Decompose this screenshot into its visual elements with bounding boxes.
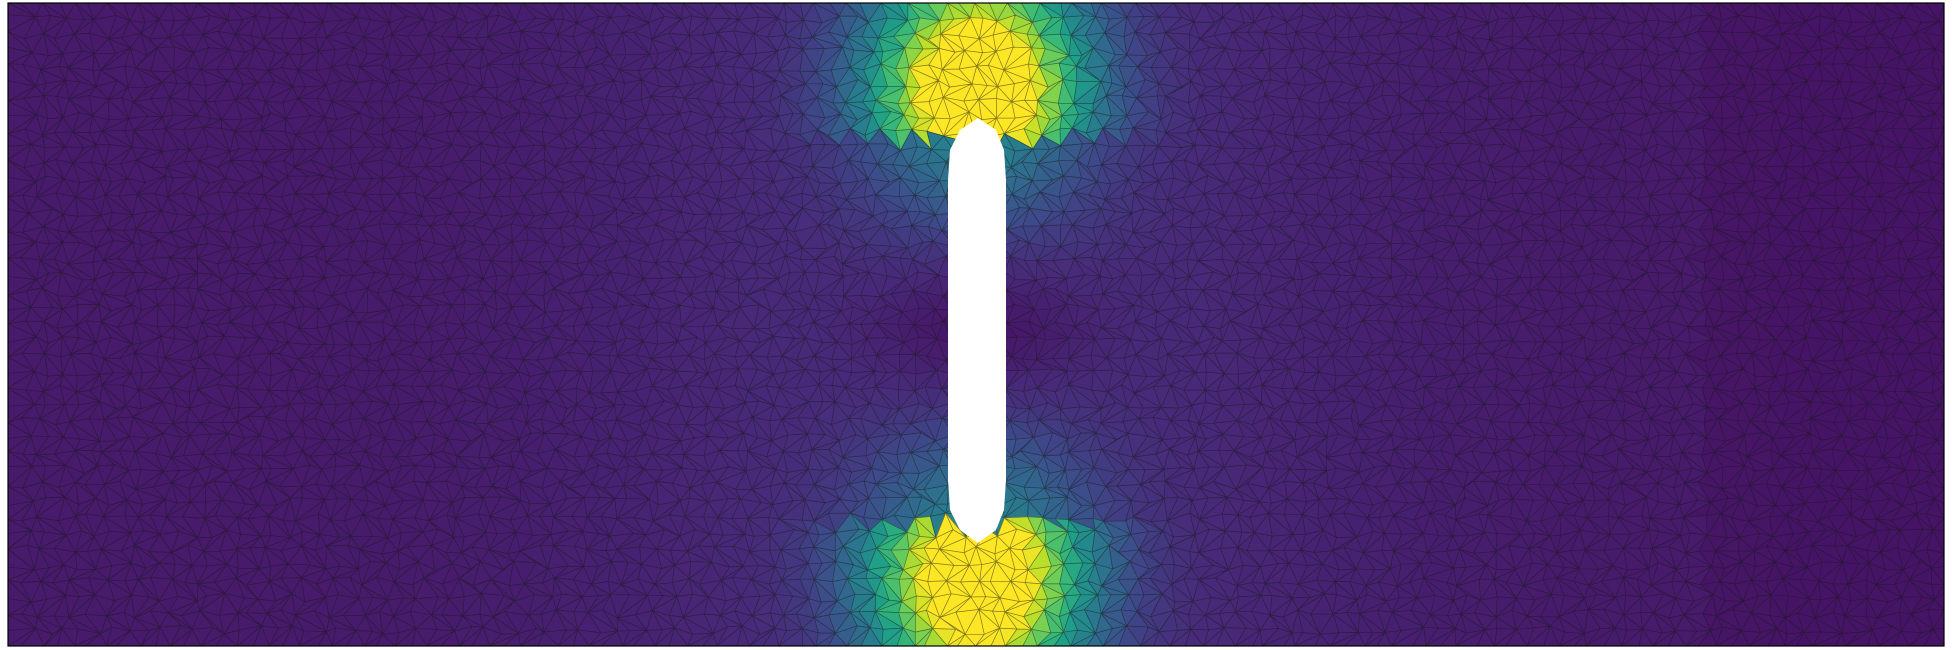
mesh-viewport	[7, 2, 1945, 647]
mesh-plot	[7, 2, 1945, 647]
